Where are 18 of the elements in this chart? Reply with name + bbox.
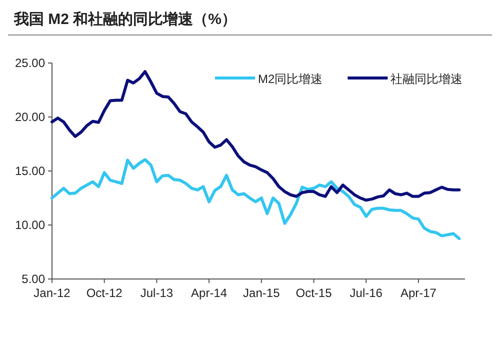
x-tick-label: Jan-12 [34,286,71,300]
legend-label: 社融同比增速 [390,72,463,86]
chart-title: 我国 M2 和社融的同比增速（%） [13,11,237,28]
line-series [50,70,461,202]
x-tick-label: Jan-15 [243,286,280,300]
legend-label: M2同比增速 [258,72,323,86]
y-tick-label: 5.00 [22,272,46,286]
x-tick-label: Oct-15 [296,286,332,300]
y-tick-label: 10.00 [14,218,46,232]
x-tick-label: Oct-12 [86,286,123,300]
y-tick-label: 20.00 [14,110,46,124]
y-tick-label: 25.00 [14,56,46,70]
y-tick-label: 15.00 [14,164,46,178]
x-tick-label: Apr-14 [191,286,228,300]
x-tick-label: Jul-16 [350,286,383,300]
x-tick-label: Apr-17 [400,286,437,300]
x-tick-label: Jul-13 [140,286,174,300]
line-series [50,158,461,240]
